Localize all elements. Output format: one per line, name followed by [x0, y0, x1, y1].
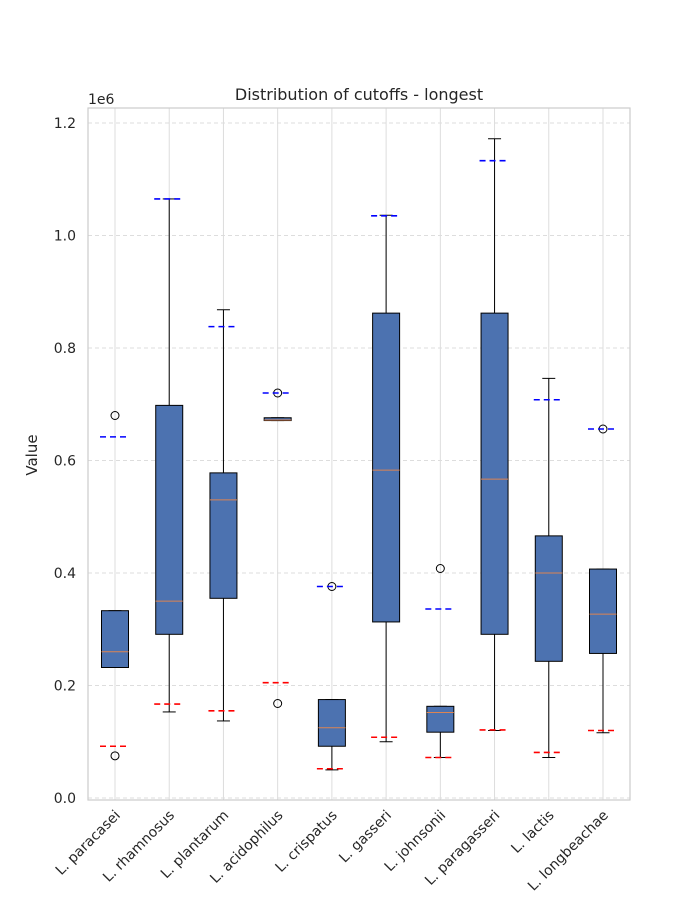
box-body — [534, 535, 563, 662]
y-axis-label: Value — [23, 434, 41, 475]
box-body — [263, 417, 292, 422]
outlier-point — [110, 411, 120, 420]
y-tick-label: 0.0 — [54, 791, 76, 807]
box-body — [317, 699, 346, 747]
y-tick-label: 0.6 — [54, 454, 76, 470]
box-group — [208, 309, 239, 722]
box-body — [589, 568, 617, 654]
box-body — [426, 705, 455, 733]
box-group — [425, 564, 456, 759]
chart-title: Distribution of cutoffs - longest — [235, 85, 483, 104]
box-group — [588, 424, 618, 734]
box-body — [101, 610, 129, 668]
y-tick-label: 1.2 — [54, 116, 76, 132]
box-body — [480, 312, 509, 635]
y-tick-label: 0.8 — [54, 341, 76, 357]
y-tick-label: 1.0 — [54, 229, 76, 245]
box-group — [100, 411, 130, 761]
box-body — [155, 404, 184, 635]
outlier-point — [110, 751, 120, 761]
box-group — [316, 582, 347, 771]
box-group — [533, 377, 564, 758]
box-group — [262, 388, 293, 708]
box-group — [154, 198, 185, 713]
outlier-point — [435, 564, 445, 573]
plot-frame — [87, 107, 631, 801]
outlier-point — [273, 699, 283, 708]
boxes-layer — [100, 138, 618, 771]
box-group — [479, 138, 510, 731]
y-tick-label: 0.4 — [54, 566, 76, 582]
y-tick-label: 0.2 — [54, 679, 76, 695]
box-body — [372, 312, 401, 623]
box-body — [209, 472, 238, 599]
y-ticks: 0.0 0.2 0.4 0.6 0.8 1.0 1.2 — [54, 116, 76, 807]
box-group — [371, 214, 402, 743]
y-axis-multiplier: 1e6 — [88, 92, 115, 108]
